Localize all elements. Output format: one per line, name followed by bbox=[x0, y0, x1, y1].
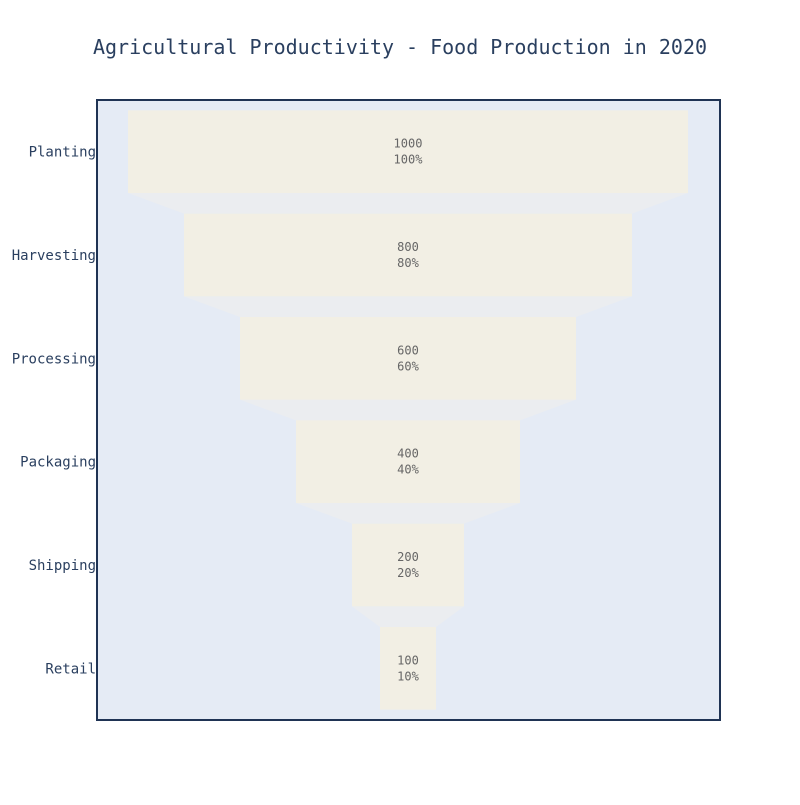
funnel-value-label: 1000 bbox=[394, 137, 423, 151]
funnel-value-label: 600 bbox=[397, 343, 419, 357]
funnel-bar-harvesting bbox=[184, 214, 632, 297]
stage-label-packaging: Packaging bbox=[20, 455, 96, 471]
funnel-percent-label: 40% bbox=[397, 463, 419, 477]
stage-label-planting: Planting bbox=[29, 145, 96, 161]
funnel-value-label: 400 bbox=[397, 447, 419, 461]
funnel-bar-packaging bbox=[296, 420, 520, 503]
funnel-connector bbox=[128, 193, 688, 214]
chart-title: Agricultural Productivity - Food Product… bbox=[93, 35, 707, 59]
funnel-value-label: 100 bbox=[397, 653, 419, 667]
funnel-value-label: 800 bbox=[397, 240, 419, 254]
funnel-bar-retail bbox=[380, 627, 436, 710]
funnel-percent-label: 80% bbox=[397, 256, 419, 270]
stage-label-processing: Processing bbox=[12, 351, 96, 367]
funnel-bar-planting bbox=[128, 110, 688, 193]
funnel-connector bbox=[184, 296, 632, 317]
stage-label-harvesting: Harvesting bbox=[12, 248, 96, 264]
stage-label-shipping: Shipping bbox=[29, 558, 96, 574]
funnel-connector bbox=[240, 400, 576, 421]
funnel-percent-label: 100% bbox=[394, 153, 424, 167]
funnel-bar-processing bbox=[240, 317, 576, 400]
funnel-bar-shipping bbox=[352, 524, 464, 607]
funnel-percent-label: 20% bbox=[397, 566, 419, 580]
funnel-percent-label: 10% bbox=[397, 669, 419, 683]
funnel-percent-label: 60% bbox=[397, 359, 419, 373]
stage-label-retail: Retail bbox=[45, 661, 96, 677]
funnel-stage-labels: Planting Harvesting Processing Packaging Shi… bbox=[12, 145, 96, 678]
funnel-value-label: 200 bbox=[397, 550, 419, 564]
